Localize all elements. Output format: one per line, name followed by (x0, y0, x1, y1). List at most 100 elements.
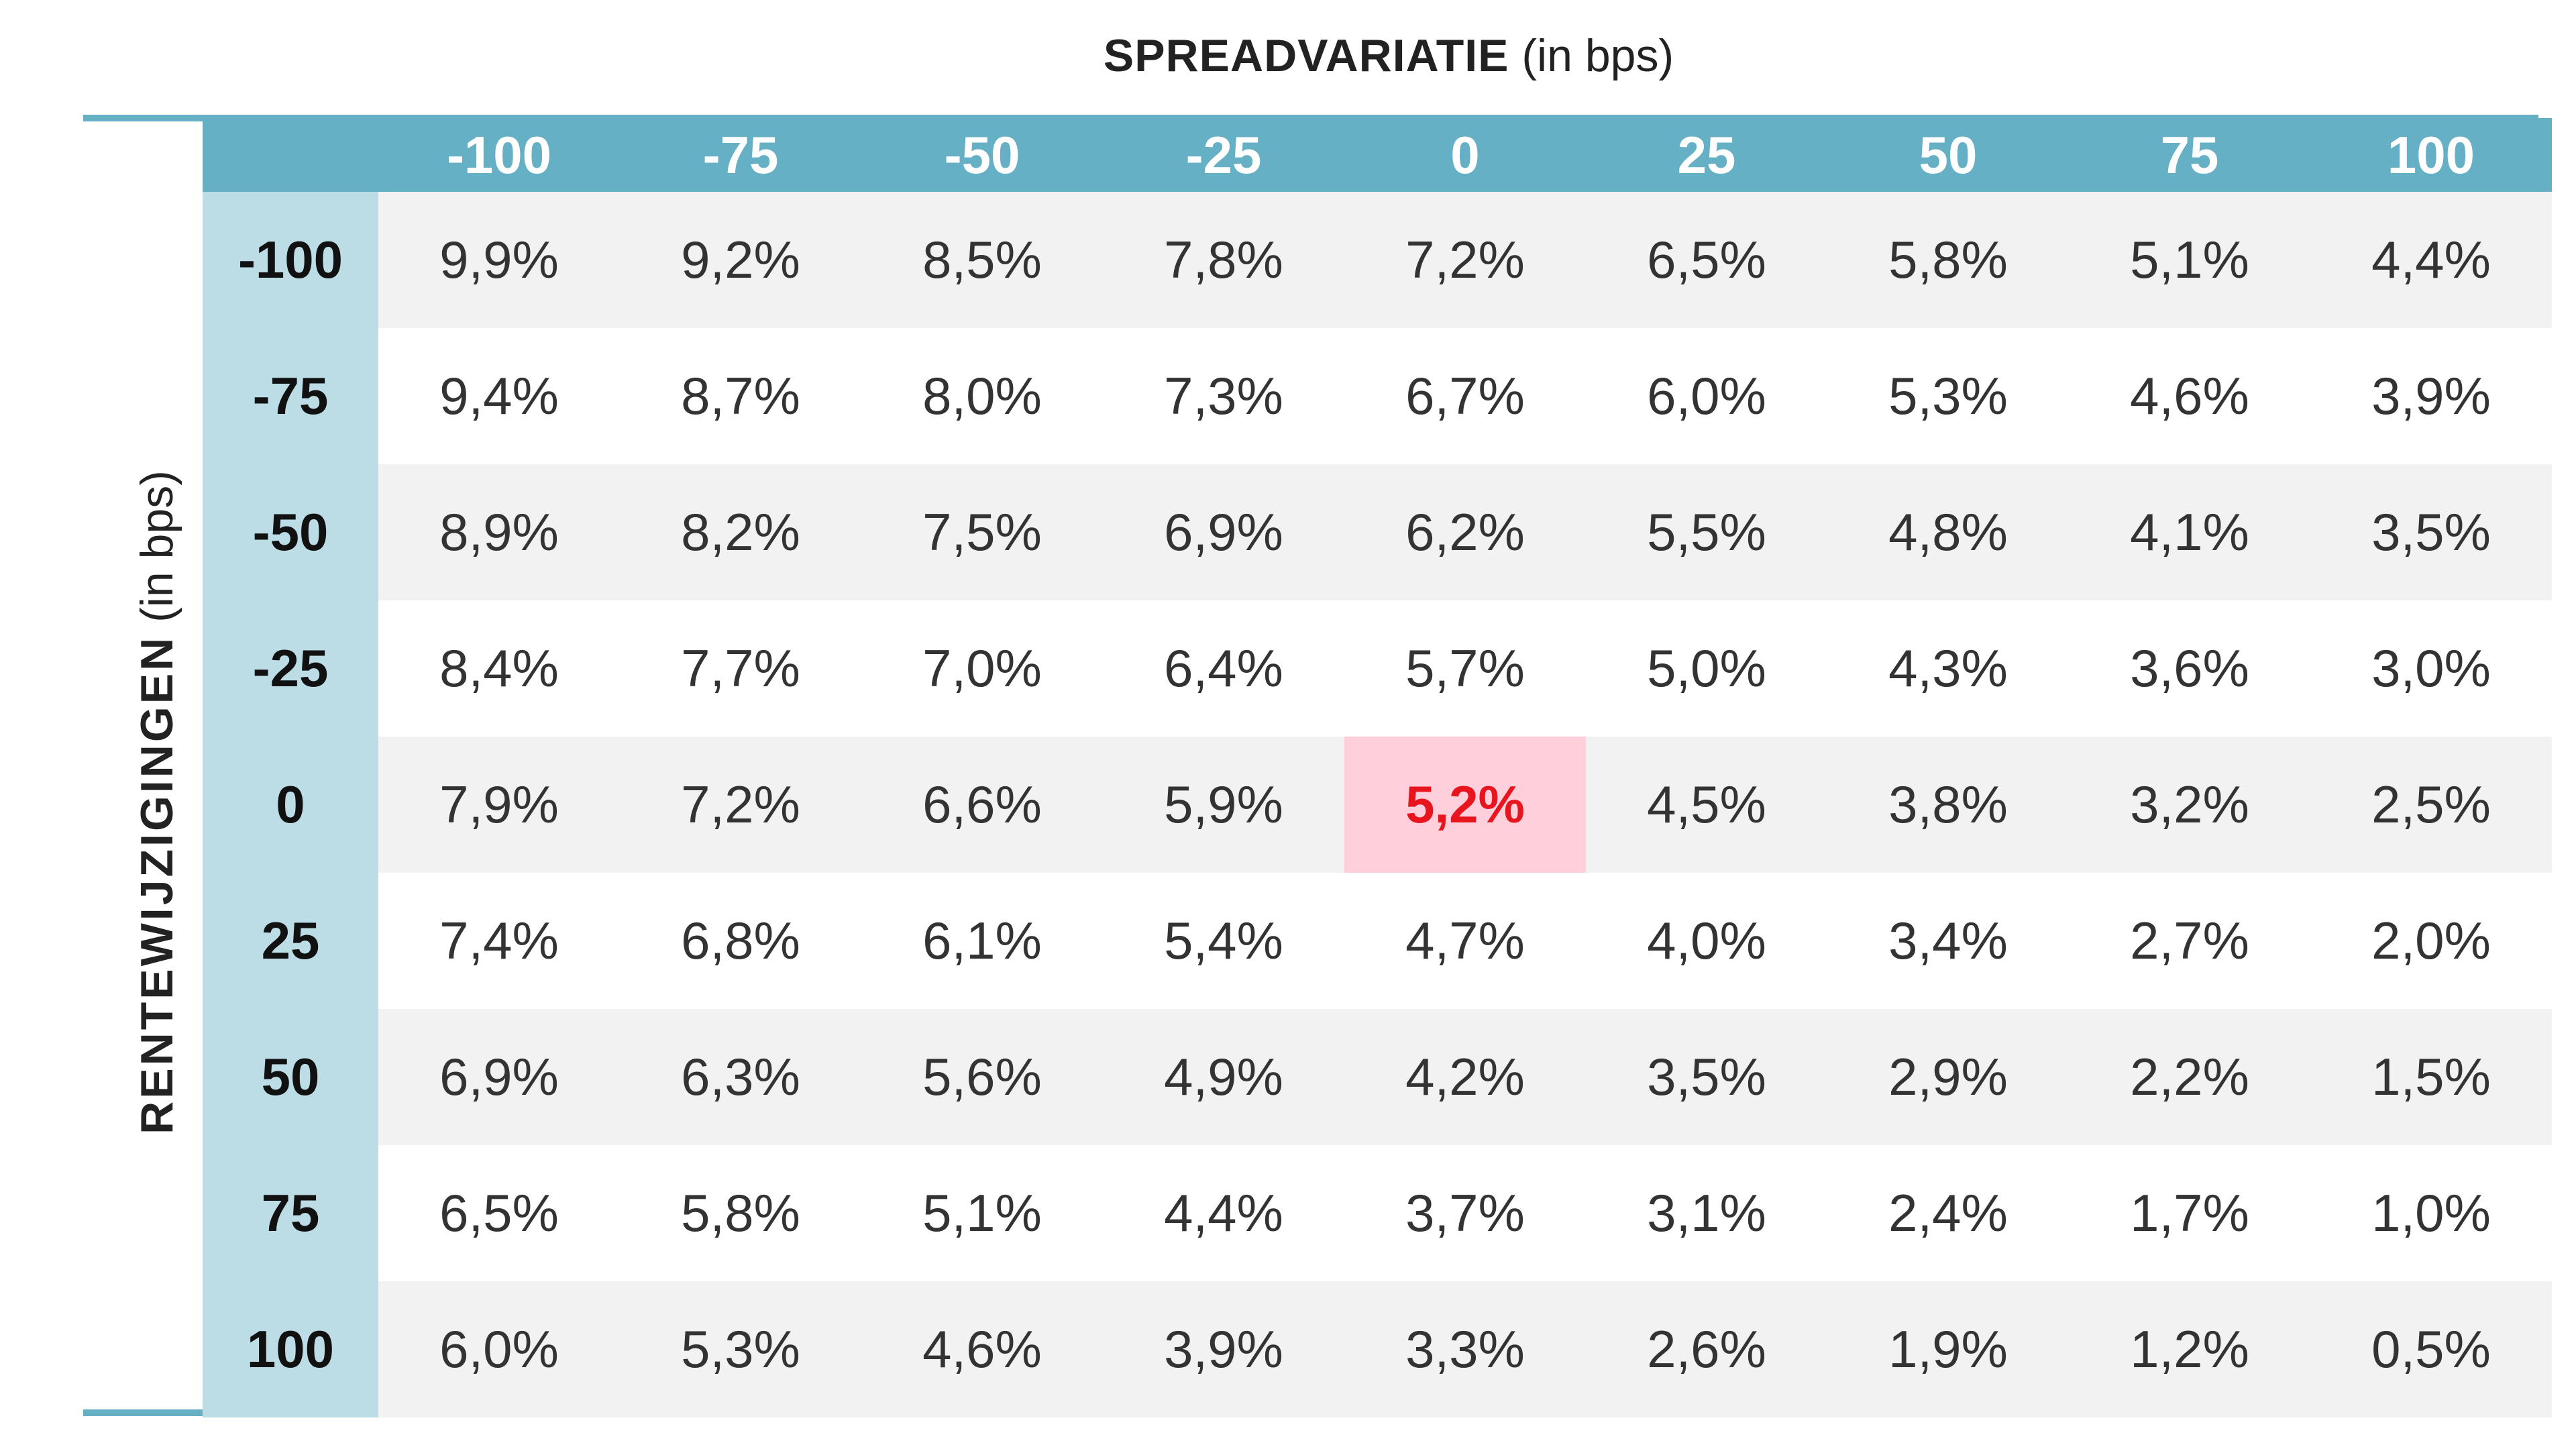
table-cell: 6,5% (1586, 192, 1827, 328)
table-cell: 9,2% (620, 192, 861, 328)
table-cell: 5,6% (861, 1009, 1103, 1145)
table-cell: 2,0% (2310, 873, 2552, 1009)
table-cell: 5,1% (861, 1145, 1103, 1281)
table-cell: 6,4% (1103, 600, 1344, 737)
table-cell: 3,2% (2069, 737, 2310, 873)
table-cell: 4,0% (1586, 873, 1827, 1009)
column-header: 0 (1344, 118, 1586, 192)
table-cell: 4,5% (1586, 737, 1827, 873)
column-header: 50 (1827, 118, 2069, 192)
table-cell: 3,9% (2310, 328, 2552, 464)
table-cell: 7,4% (378, 873, 620, 1009)
table-cell: 2,5% (2310, 737, 2552, 873)
table-cell: 3,1% (1586, 1145, 1827, 1281)
table-cell: 2,6% (1586, 1281, 1827, 1417)
table-cell: 2,4% (1827, 1145, 2069, 1281)
table-cell: 3,9% (1103, 1281, 1344, 1417)
table-cell: 5,8% (1827, 192, 2069, 328)
column-header: -75 (620, 118, 861, 192)
sensitivity-table: -100 -75 -50 -25 0 25 50 75 100 -100 9,9% 9,2% 8,5% 7… (203, 118, 2552, 1417)
table-cell: 7,2% (620, 737, 861, 873)
row-header: -75 (203, 328, 378, 464)
table-cell: 7,8% (1103, 192, 1344, 328)
table-cell: 5,5% (1586, 464, 1827, 600)
table-cell: 6,7% (1344, 328, 1586, 464)
table-cell: 2,7% (2069, 873, 2310, 1009)
table-cell: 6,0% (378, 1281, 620, 1417)
row-header: 100 (203, 1281, 378, 1417)
table-cell: 1,7% (2069, 1145, 2310, 1281)
column-header: -50 (861, 118, 1103, 192)
table-cell: 4,3% (1827, 600, 2069, 737)
table-cell: 6,8% (620, 873, 861, 1009)
column-axis-title: SPREADVARIATIE (in bps) (0, 25, 2576, 86)
table-cell: 7,5% (861, 464, 1103, 600)
table-cell: 1,2% (2069, 1281, 2310, 1417)
table-cell: 3,5% (1586, 1009, 1827, 1145)
table-cell: 6,3% (620, 1009, 861, 1145)
table-cell: 4,6% (861, 1281, 1103, 1417)
table-cell: 8,5% (861, 192, 1103, 328)
row-axis-title: RENTEWIJZIGINGEN (in bps) (130, 470, 184, 1134)
column-header: -100 (378, 118, 620, 192)
table-cell: 5,0% (1586, 600, 1827, 737)
row-header: 0 (203, 737, 378, 873)
table-cell: 8,7% (620, 328, 861, 464)
column-axis-title-strong: SPREADVARIATIE (1103, 30, 1509, 81)
table-cell: 5,7% (1344, 600, 1586, 737)
table-cell: 2,9% (1827, 1009, 2069, 1145)
table-corner (203, 118, 378, 192)
table-cell: 6,1% (861, 873, 1103, 1009)
table-cell: 8,4% (378, 600, 620, 737)
table-cell: 4,7% (1344, 873, 1586, 1009)
row-axis-title-unit: (in bps) (131, 470, 182, 635)
row-header: 75 (203, 1145, 378, 1281)
table-cell: 6,5% (378, 1145, 620, 1281)
row-header: -25 (203, 600, 378, 737)
table-cell: 6,0% (1586, 328, 1827, 464)
row-header: -50 (203, 464, 378, 600)
table-cell: 8,0% (861, 328, 1103, 464)
row-axis-title-strong: RENTEWIJZIGINGEN (131, 635, 182, 1134)
table-cell: 5,1% (2069, 192, 2310, 328)
table-cell: 4,1% (2069, 464, 2310, 600)
table-cell: 4,9% (1103, 1009, 1344, 1145)
table-cell: 4,6% (2069, 328, 2310, 464)
table-cell: 1,0% (2310, 1145, 2552, 1281)
column-header: 75 (2069, 118, 2310, 192)
table-cell: 6,9% (378, 1009, 620, 1145)
table-cell: 7,2% (1344, 192, 1586, 328)
table-cell: 5,9% (1103, 737, 1344, 873)
row-header: 50 (203, 1009, 378, 1145)
table-cell: 3,7% (1344, 1145, 1586, 1281)
highlighted-cell: 5,2% (1344, 737, 1586, 873)
table-cell: 3,5% (2310, 464, 2552, 600)
table-cell: 8,2% (620, 464, 861, 600)
table-cell: 5,4% (1103, 873, 1344, 1009)
table-cell: 4,2% (1344, 1009, 1586, 1145)
table-cell: 3,0% (2310, 600, 2552, 737)
table-cell: 3,4% (1827, 873, 2069, 1009)
table-cell: 1,9% (1827, 1281, 2069, 1417)
table-cell: 8,9% (378, 464, 620, 600)
column-header: 25 (1586, 118, 1827, 192)
table-cell: 5,3% (1827, 328, 2069, 464)
table-cell: 6,9% (1103, 464, 1344, 600)
table-cell: 7,0% (861, 600, 1103, 737)
table-cell: 6,6% (861, 737, 1103, 873)
table-cell: 5,8% (620, 1145, 861, 1281)
table-cell: 9,9% (378, 192, 620, 328)
table-cell: 5,3% (620, 1281, 861, 1417)
row-header: -100 (203, 192, 378, 328)
table-cell: 7,3% (1103, 328, 1344, 464)
table-cell: 3,6% (2069, 600, 2310, 737)
row-header: 25 (203, 873, 378, 1009)
table-cell: 7,7% (620, 600, 861, 737)
column-header: 100 (2310, 118, 2552, 192)
table-cell: 1,5% (2310, 1009, 2552, 1145)
table-cell: 4,4% (1103, 1145, 1344, 1281)
table-cell: 9,4% (378, 328, 620, 464)
column-header: -25 (1103, 118, 1344, 192)
table-cell: 0,5% (2310, 1281, 2552, 1417)
table-cell: 6,2% (1344, 464, 1586, 600)
